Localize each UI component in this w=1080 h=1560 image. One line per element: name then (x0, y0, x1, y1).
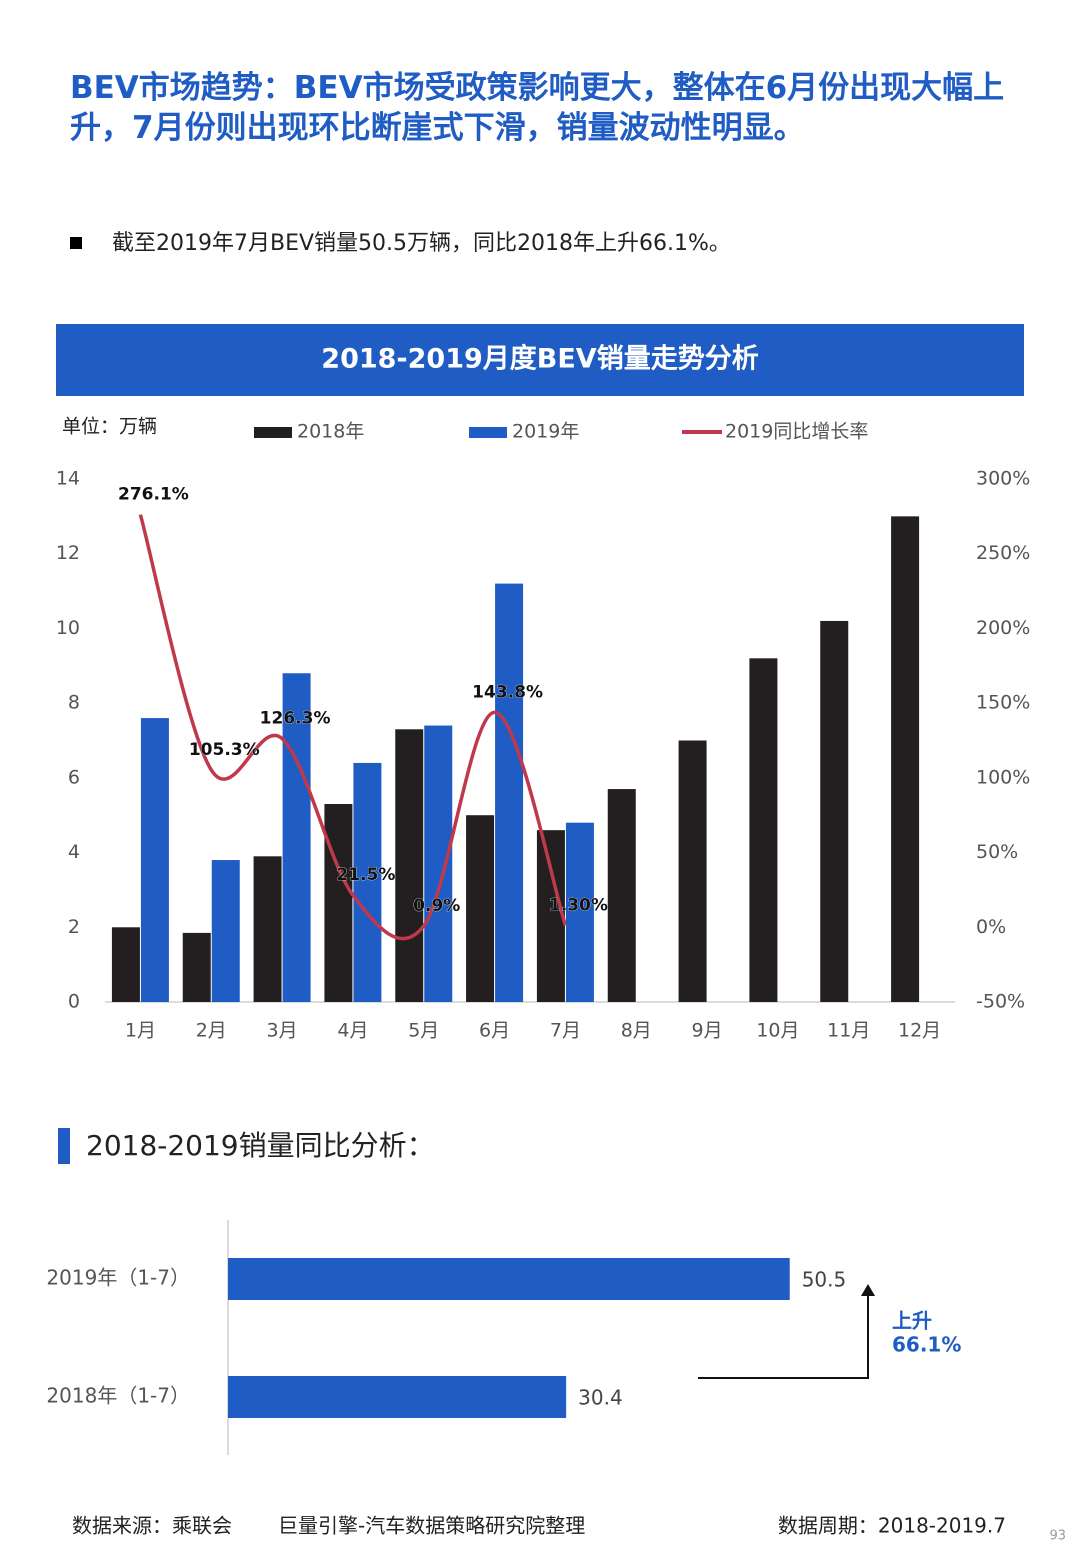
page-number: 93 (1049, 1529, 1066, 1544)
y2-tick-label: 100% (976, 766, 1030, 788)
data-label: 143.8% (472, 682, 543, 702)
growth-line (138, 514, 568, 941)
data-label: 0.9% (413, 896, 460, 916)
bar (565, 822, 594, 1002)
section-title: 2018-2019销量同比分析： (86, 1129, 435, 1162)
bar (395, 729, 424, 1002)
x-tick-label: 1月 (125, 1020, 156, 1042)
chart-banner (56, 324, 1024, 396)
bar (182, 932, 211, 1002)
y-tick-label: 2019年（1-7） (46, 1266, 190, 1290)
y-tick-label: 14 (56, 468, 80, 490)
data-label: 126.3% (260, 709, 331, 729)
bar (678, 740, 707, 1002)
title-box: BEV市场趋势：BEV市场受政策影响更大，整体在6月份出现大幅上升，7月份则出现… (70, 70, 1005, 146)
unit-label: 单位：万辆 (62, 416, 157, 438)
bar (466, 815, 495, 1002)
growth-arrow (698, 1292, 869, 1379)
x-tick-label: 3月 (267, 1020, 298, 1042)
data-label: 50.5 (802, 1268, 847, 1292)
x-tick-label: 4月 (337, 1020, 368, 1042)
x-tick-label: 9月 (692, 1020, 723, 1042)
bar (282, 673, 311, 1002)
legend-label: 2019同比增长率 (725, 421, 868, 443)
bar (495, 583, 524, 1002)
y-tick-label: 10 (56, 617, 80, 639)
x-tick-label: 8月 (621, 1020, 652, 1042)
bar (891, 516, 920, 1002)
y-tick-label: 12 (56, 542, 80, 564)
x-tick-label: 2月 (196, 1020, 227, 1042)
bar (140, 718, 169, 1002)
annotation: 上升 (892, 1309, 932, 1333)
y2-tick-label: 200% (976, 617, 1030, 639)
annotation: 66.1% (892, 1333, 961, 1357)
bar (211, 860, 240, 1002)
bar (536, 830, 565, 1002)
chart-title: 2018-2019月度BEV销量走势分析 (321, 343, 758, 375)
bar (749, 658, 778, 1002)
bar (607, 789, 636, 1002)
legend-swatch (254, 427, 292, 438)
bar (353, 762, 382, 1002)
bar (820, 620, 849, 1002)
x-tick-label: 12月 (898, 1020, 941, 1042)
section-marker (58, 1128, 70, 1164)
y-tick-label: 2018年（1-7） (46, 1384, 190, 1408)
y2-tick-label: 300% (976, 468, 1030, 490)
footer-period: 数据周期：2018-2019.7 (778, 1514, 1006, 1538)
footer-source: 数据来源：乘联会 (72, 1514, 232, 1538)
page-title: BEV市场趋势：BEV市场受政策影响更大，整体在6月份出现大幅上升，7月份则出现… (70, 70, 1005, 146)
data-label: 105.3% (189, 740, 260, 760)
data-label: 276.1% (118, 485, 189, 505)
y-tick-label: 0 (68, 991, 80, 1013)
y-tick-label: 2 (68, 916, 80, 938)
arrow-head (861, 1284, 875, 1296)
bar (253, 856, 282, 1002)
y2-tick-label: 250% (976, 542, 1030, 564)
y2-tick-label: 0% (976, 916, 1006, 938)
x-tick-label: 7月 (550, 1020, 581, 1042)
x-tick-label: 6月 (479, 1020, 510, 1042)
y-tick-label: 6 (68, 766, 80, 788)
y2-tick-label: -50% (976, 991, 1025, 1013)
bullet-text: 截至2019年7月BEV销量50.5万辆，同比2018年上升66.1%。 (112, 231, 731, 256)
y-tick-label: 4 (68, 841, 80, 863)
data-label: 30.4 (578, 1386, 623, 1410)
legend-label: 2019年 (512, 421, 579, 443)
bar (324, 804, 353, 1002)
data-label: 21.5% (336, 865, 395, 885)
y2-tick-label: 150% (976, 692, 1030, 714)
bullet-icon (70, 237, 82, 249)
bar (228, 1376, 567, 1418)
legend-swatch (469, 427, 507, 438)
footer-compiler: 巨量引擎-汽车数据策略研究院整理 (278, 1514, 585, 1538)
y2-tick-label: 50% (976, 841, 1018, 863)
legend-label: 2018年 (297, 421, 364, 443)
data-label: 1.30% (549, 895, 608, 915)
bar (111, 927, 140, 1002)
x-tick-label: 10月 (756, 1020, 799, 1042)
x-tick-label: 5月 (408, 1020, 439, 1042)
bar (228, 1258, 790, 1300)
y-tick-label: 8 (68, 692, 80, 714)
x-tick-label: 11月 (827, 1020, 870, 1042)
bar (424, 725, 453, 1002)
